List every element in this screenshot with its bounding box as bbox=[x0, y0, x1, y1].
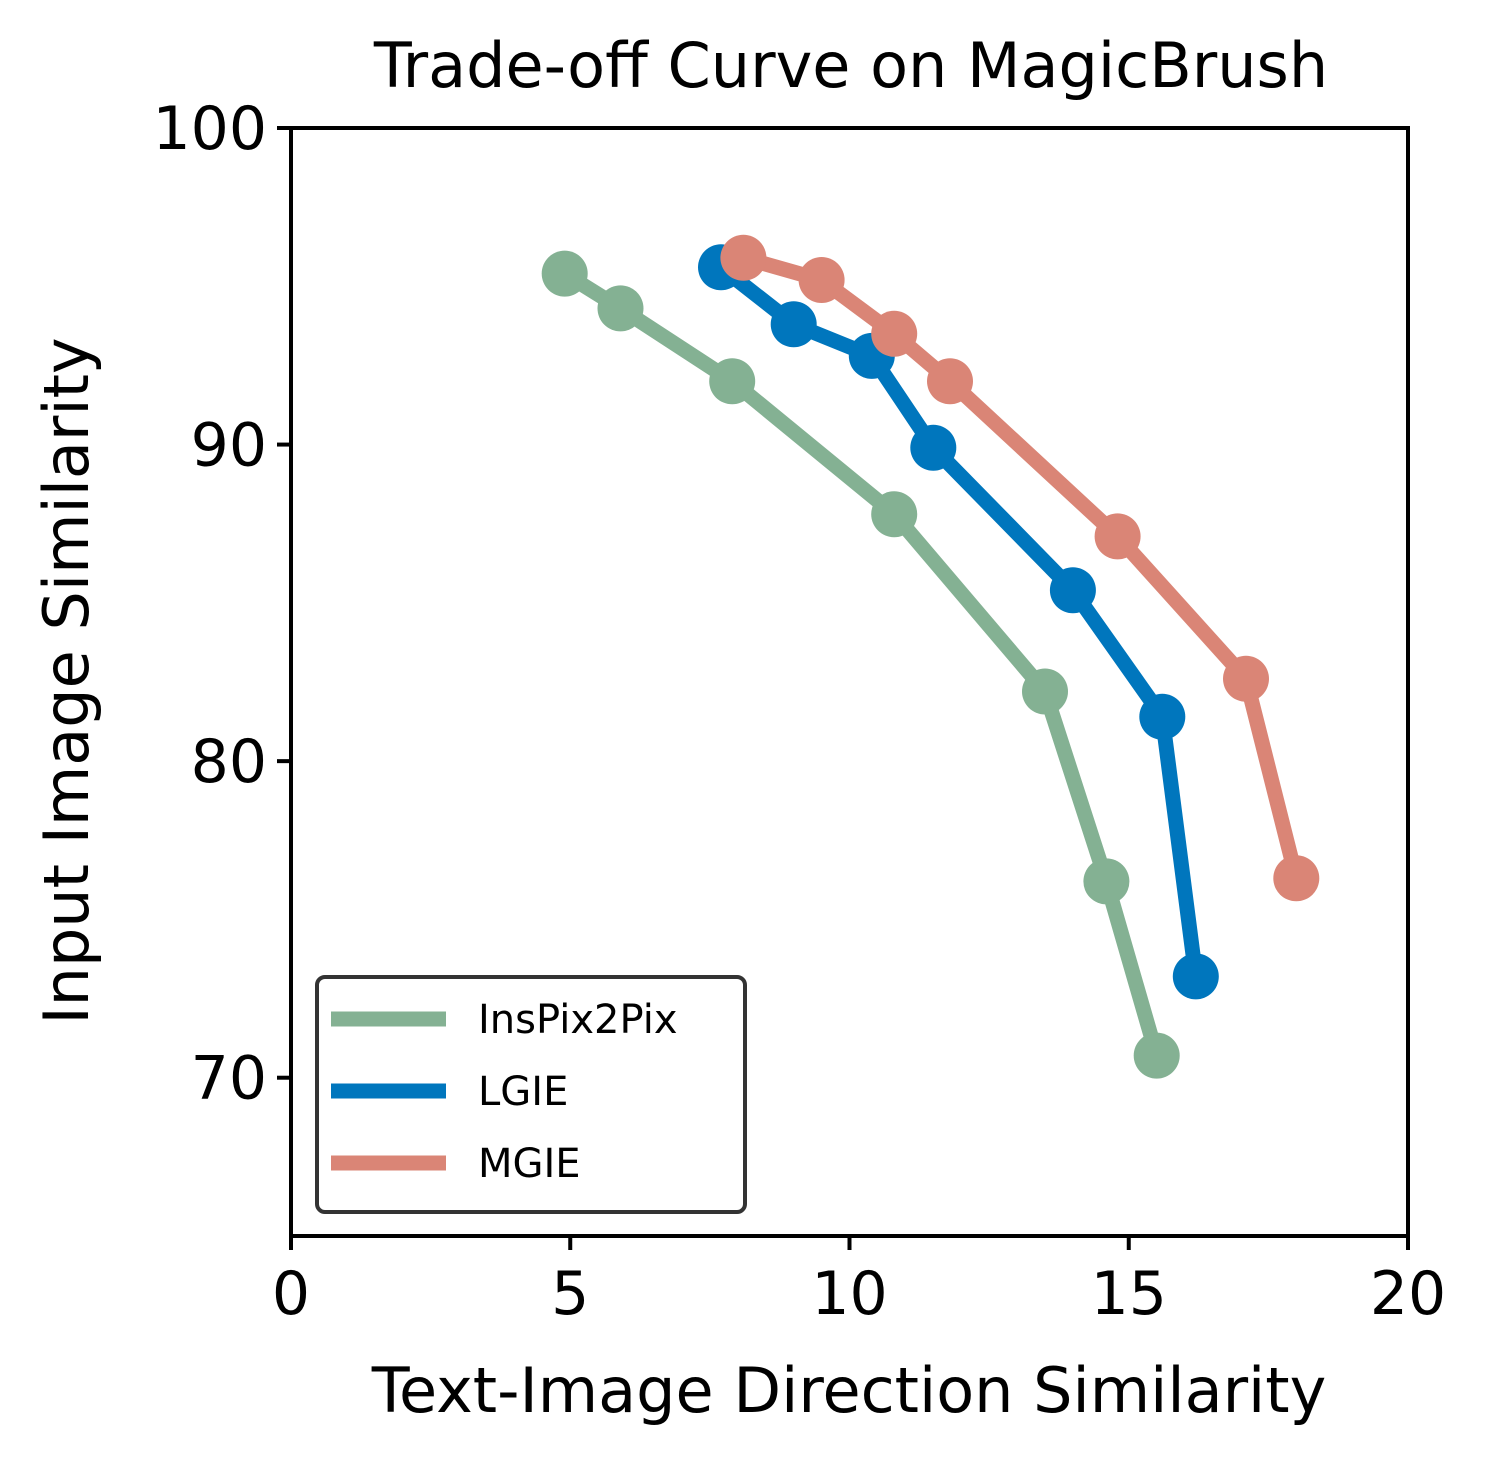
legend-item-inspix2pix: InsPix2Pix bbox=[331, 997, 678, 1043]
data-point-lgie-1 bbox=[770, 301, 817, 348]
y-axis: 70 80 90 100 bbox=[152, 94, 291, 1114]
y-tick-label: 80 bbox=[191, 727, 267, 797]
data-point-inspix2pix-1 bbox=[597, 285, 644, 332]
series-layer bbox=[541, 234, 1320, 1079]
y-axis-label: Input Image Similarity bbox=[30, 337, 103, 1024]
x-tick-label: 10 bbox=[811, 1259, 887, 1329]
data-point-inspix2pix-3 bbox=[871, 491, 918, 538]
x-axis-label: Text-Image Direction Similarity bbox=[371, 1354, 1327, 1427]
data-point-inspix2pix-2 bbox=[709, 358, 756, 405]
data-point-mgie-3 bbox=[927, 358, 973, 405]
data-point-mgie-4 bbox=[1094, 513, 1141, 560]
chart-title: Trade-off Curve on MagicBrush bbox=[373, 29, 1328, 102]
x-tick-label: 5 bbox=[551, 1259, 589, 1329]
data-point-inspix2pix-4 bbox=[1022, 668, 1068, 715]
legend-label: MGIE bbox=[478, 1141, 581, 1187]
y-tick-label: 70 bbox=[191, 1044, 267, 1114]
y-tick-label: 100 bbox=[152, 94, 267, 164]
series-line-mgie bbox=[735, 250, 1304, 886]
legend-label: LGIE bbox=[478, 1069, 568, 1115]
y-tick-label: 90 bbox=[191, 411, 267, 481]
legend-item-mgie: MGIE bbox=[331, 1141, 581, 1187]
data-point-lgie-3 bbox=[910, 424, 957, 471]
data-point-inspix2pix-0 bbox=[541, 250, 588, 297]
legend-item-lgie: LGIE bbox=[331, 1069, 568, 1115]
legend-box bbox=[315, 975, 747, 1214]
data-point-lgie-4 bbox=[1049, 567, 1096, 614]
series-lgie bbox=[698, 244, 1219, 1000]
data-point-inspix2pix-5 bbox=[1083, 858, 1130, 905]
series-mgie bbox=[720, 234, 1320, 902]
legend: InsPix2Pix LGIE MGIE bbox=[315, 975, 747, 1214]
data-point-mgie-5 bbox=[1223, 655, 1269, 702]
legend-label: InsPix2Pix bbox=[478, 997, 678, 1043]
data-point-mgie-2 bbox=[871, 310, 918, 357]
data-point-mgie-1 bbox=[798, 257, 845, 303]
series-inspix2pix bbox=[541, 250, 1180, 1079]
series-line-inspix2pix bbox=[557, 266, 1165, 1064]
data-point-inspix2pix-6 bbox=[1133, 1032, 1180, 1079]
x-axis: 0 5 10 15 20 bbox=[272, 1236, 1446, 1329]
x-tick-label: 0 bbox=[272, 1259, 310, 1329]
data-point-lgie-6 bbox=[1172, 953, 1219, 1000]
data-point-mgie-0 bbox=[720, 234, 767, 281]
data-point-lgie-5 bbox=[1139, 693, 1186, 740]
data-point-mgie-6 bbox=[1273, 855, 1320, 902]
x-tick-label: 15 bbox=[1091, 1259, 1167, 1329]
x-tick-label: 20 bbox=[1370, 1259, 1446, 1329]
